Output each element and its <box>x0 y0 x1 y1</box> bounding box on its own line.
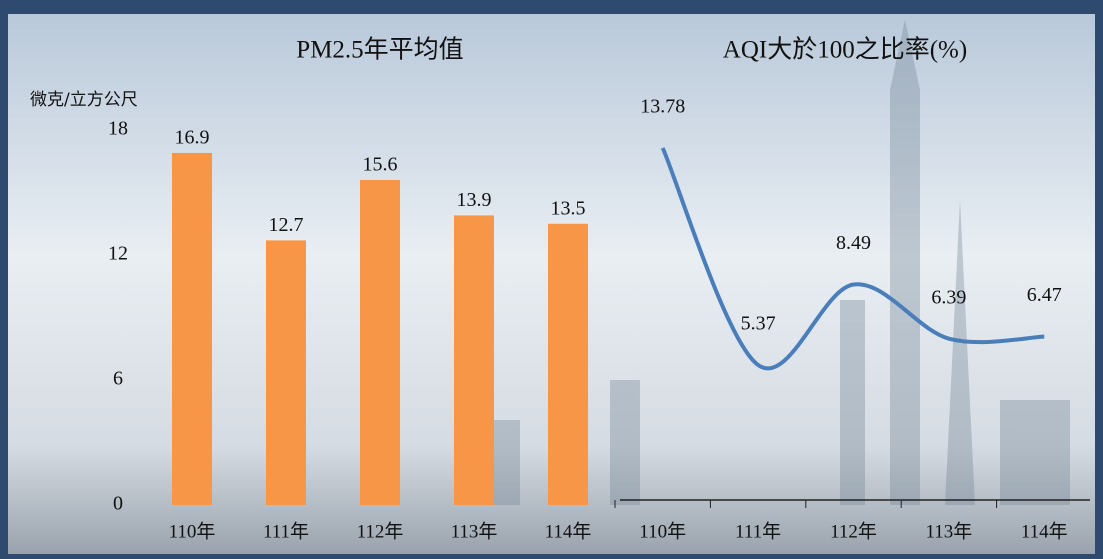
y-tick-label: 12 <box>108 243 128 265</box>
skyline <box>480 20 1070 505</box>
data-label: 6.47 <box>1027 284 1062 306</box>
line <box>660 147 1045 371</box>
y-axis-label: 微克/立方公尺 <box>30 90 138 110</box>
bar <box>172 152 212 505</box>
x-tick-label: 111年 <box>263 520 309 542</box>
data-label: 13.9 <box>457 189 492 211</box>
x-tick-label: 113年 <box>451 520 498 542</box>
data-label: 16.9 <box>175 127 210 149</box>
bar <box>454 215 494 505</box>
x-tick-label: 113年 <box>926 520 973 542</box>
x-tick-label: 110年 <box>639 520 686 542</box>
data-label: 13.5 <box>551 197 586 219</box>
chart-title: PM2.5年平均值 <box>296 36 463 64</box>
data-label: 13.78 <box>640 96 685 118</box>
x-tick-label: 112年 <box>830 520 877 542</box>
y-tick-label: 18 <box>108 118 128 140</box>
x-tick-label: 112年 <box>357 520 404 542</box>
bar <box>548 223 588 505</box>
y-tick-label: 0 <box>113 493 123 515</box>
data-label: 8.49 <box>836 232 871 254</box>
data-label: 15.6 <box>363 154 398 176</box>
x-tick-label: 114年 <box>1021 520 1068 542</box>
data-label: 6.39 <box>931 286 966 308</box>
data-label: 5.37 <box>741 313 776 335</box>
x-tick-label: 110年 <box>169 520 216 542</box>
y-tick-label: 6 <box>113 368 123 390</box>
x-tick-label: 114年 <box>545 520 592 542</box>
x-tick-label: 111年 <box>735 520 781 542</box>
data-label: 12.7 <box>269 214 304 236</box>
bar <box>266 240 306 505</box>
bar <box>360 180 400 505</box>
chart-title: AQI大於100之比率(%) <box>723 36 967 64</box>
